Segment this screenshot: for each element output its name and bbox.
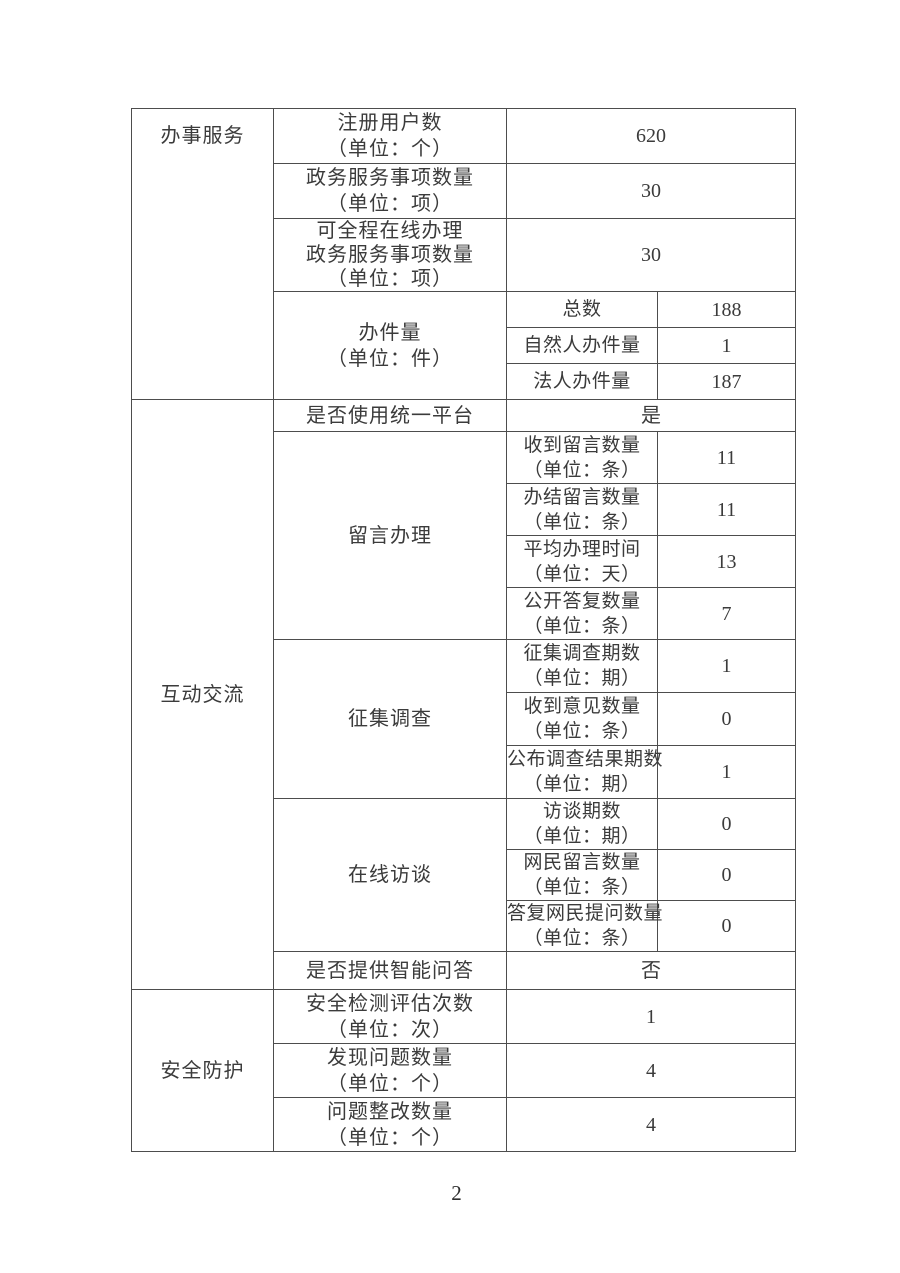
submetric-cell: 访谈期数 （单位：期） bbox=[506, 798, 658, 850]
submetric-unit: （单位：条） bbox=[523, 615, 641, 637]
metric-label: 是否使用统一平台 bbox=[306, 404, 474, 427]
metric-label: 政务服务事项数量 bbox=[306, 167, 474, 189]
submetric-label: 收到留言数量 bbox=[523, 434, 641, 456]
submetric-unit: （单位：条） bbox=[523, 511, 641, 533]
category-label: 办事服务 bbox=[160, 125, 245, 147]
submetric-cell: 收到留言数量 （单位：条） bbox=[506, 431, 658, 484]
submetric-label: 平均办理时间 bbox=[523, 538, 641, 560]
metric-online-service-items: 可全程在线办理 政务服务事项数量 （单位：项） bbox=[273, 218, 507, 292]
metric-unit: （单位：个） bbox=[327, 138, 453, 160]
submetric-label: 法人办件量 bbox=[533, 371, 631, 392]
metric-unit: （单位：个） bbox=[327, 1072, 453, 1095]
submetric-cell: 公开答复数量 （单位：条） bbox=[506, 587, 658, 640]
submetric-label: 公布调查结果期数 bbox=[507, 749, 664, 770]
subvalue-cell: 0 bbox=[657, 849, 796, 901]
subvalue-cell: 1 bbox=[657, 745, 796, 799]
submetric-cell: 总数 bbox=[506, 291, 658, 328]
metric-service-items: 政务服务事项数量 （单位：项） bbox=[273, 163, 507, 219]
submetric-label: 征集调查期数 bbox=[523, 643, 641, 664]
submetric-cell: 法人办件量 bbox=[506, 363, 658, 400]
metric-group-online-interview: 在线访谈 bbox=[273, 798, 507, 952]
metric-group-label: 办件量 bbox=[358, 321, 422, 344]
submetric-unit: （单位：条） bbox=[523, 928, 641, 949]
submetric-label: 办结留言数量 bbox=[523, 486, 641, 508]
metric-problems-rectified: 问题整改数量 （单位：个） bbox=[273, 1097, 507, 1152]
submetric-unit: （单位：条） bbox=[523, 721, 641, 742]
submetric-label: 答复网民提问数量 bbox=[507, 903, 664, 924]
report-table: 办事服务 注册用户数 （单位：个） 620 政务服务事项数量 （单位：项） 30… bbox=[131, 108, 796, 1152]
metric-unit: （单位：个） bbox=[327, 1126, 453, 1149]
submetric-cell: 平均办理时间 （单位：天） bbox=[506, 535, 658, 588]
value-cell: 否 bbox=[506, 951, 796, 990]
subvalue-cell: 11 bbox=[657, 431, 796, 484]
metric-problems-found: 发现问题数量 （单位：个） bbox=[273, 1043, 507, 1098]
submetric-cell: 收到意见数量 （单位：条） bbox=[506, 692, 658, 746]
submetric-unit: （单位：条） bbox=[523, 459, 641, 481]
metric-security-assessments: 安全检测评估次数 （单位：次） bbox=[273, 989, 507, 1044]
subvalue-cell: 0 bbox=[657, 900, 796, 952]
category-label: 安全防护 bbox=[160, 1059, 245, 1082]
metric-group-label: 留言办理 bbox=[348, 524, 432, 547]
submetric-cell: 答复网民提问数量 （单位：条） bbox=[506, 900, 664, 952]
category-interaction: 互动交流 bbox=[131, 399, 274, 990]
metric-label: 注册用户数 bbox=[337, 112, 443, 134]
submetric-cell: 办结留言数量 （单位：条） bbox=[506, 483, 658, 536]
submetric-cell: 征集调查期数 （单位：期） bbox=[506, 639, 658, 693]
submetric-cell: 网民留言数量 （单位：条） bbox=[506, 849, 658, 901]
metric-unified-platform: 是否使用统一平台 bbox=[273, 399, 507, 432]
metric-unit: （单位：次） bbox=[327, 1018, 453, 1041]
category-service: 办事服务 bbox=[131, 108, 274, 400]
metric-unit: （单位：项） bbox=[327, 268, 453, 290]
submetric-label: 收到意见数量 bbox=[523, 696, 641, 717]
submetric-unit: （单位：天） bbox=[523, 563, 641, 585]
submetric-unit: （单位：期） bbox=[523, 668, 641, 689]
metric-label: 可全程在线办理 bbox=[316, 220, 464, 242]
category-label: 互动交流 bbox=[160, 683, 245, 706]
value-cell: 是 bbox=[506, 399, 796, 432]
metric-group-unit: （单位：件） bbox=[327, 347, 453, 370]
submetric-label: 自然人办件量 bbox=[523, 335, 641, 356]
metric-label: 安全检测评估次数 bbox=[306, 992, 474, 1015]
submetric-unit: （单位：期） bbox=[523, 826, 641, 847]
submetric-label: 公开答复数量 bbox=[523, 590, 641, 612]
value-cell: 4 bbox=[506, 1043, 796, 1098]
metric-smart-qa: 是否提供智能问答 bbox=[273, 951, 507, 990]
subvalue-cell: 188 bbox=[657, 291, 796, 328]
value-cell: 1 bbox=[506, 989, 796, 1044]
subvalue-cell: 0 bbox=[657, 798, 796, 850]
value-cell: 620 bbox=[506, 108, 796, 164]
submetric-label: 总数 bbox=[562, 299, 602, 320]
metric-label: 问题整改数量 bbox=[327, 1100, 453, 1123]
subvalue-cell: 1 bbox=[657, 639, 796, 693]
metric-group-label: 征集调查 bbox=[348, 708, 432, 730]
subvalue-cell: 1 bbox=[657, 327, 796, 364]
metric-unit: （单位：项） bbox=[327, 193, 453, 215]
subvalue-cell: 7 bbox=[657, 587, 796, 640]
submetric-label: 访谈期数 bbox=[542, 801, 621, 822]
submetric-cell: 自然人办件量 bbox=[506, 327, 658, 364]
metric-group-label: 在线访谈 bbox=[348, 864, 432, 886]
metric-registered-users: 注册用户数 （单位：个） bbox=[273, 108, 507, 164]
submetric-unit: （单位：条） bbox=[523, 877, 641, 898]
metric-label: 发现问题数量 bbox=[327, 1046, 453, 1069]
submetric-cell: 公布调查结果期数 （单位：期） bbox=[506, 745, 664, 799]
value-cell: 4 bbox=[506, 1097, 796, 1152]
subvalue-cell: 0 bbox=[657, 692, 796, 746]
page-number: 2 bbox=[451, 1181, 462, 1205]
metric-label: 是否提供智能问答 bbox=[306, 959, 474, 982]
metric-label-line2: 政务服务事项数量 bbox=[306, 244, 474, 266]
value-cell: 30 bbox=[506, 218, 796, 292]
category-security: 安全防护 bbox=[131, 989, 274, 1152]
submetric-label: 网民留言数量 bbox=[523, 852, 641, 873]
metric-group-cases-handled: 办件量 （单位：件） bbox=[273, 291, 507, 400]
submetric-unit: （单位：期） bbox=[523, 774, 641, 795]
subvalue-cell: 187 bbox=[657, 363, 796, 400]
subvalue-cell: 13 bbox=[657, 535, 796, 588]
metric-group-survey: 征集调查 bbox=[273, 639, 507, 799]
subvalue-cell: 11 bbox=[657, 483, 796, 536]
value-cell: 30 bbox=[506, 163, 796, 219]
metric-group-message-handling: 留言办理 bbox=[273, 431, 507, 640]
